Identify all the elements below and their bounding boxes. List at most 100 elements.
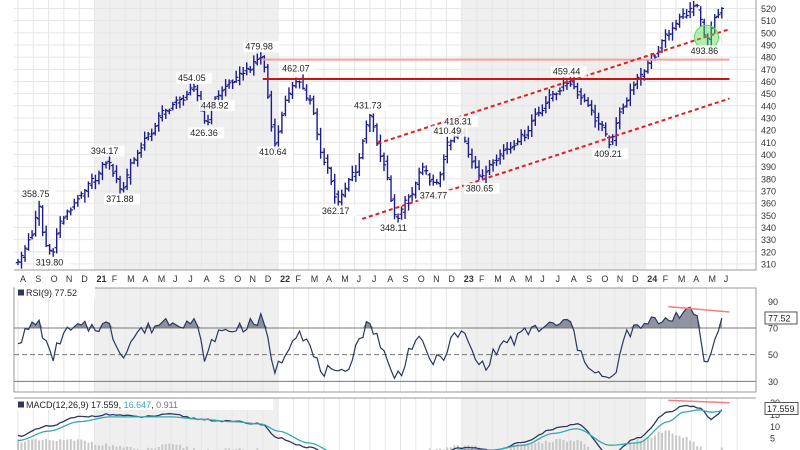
month-tick-label: S [403, 274, 409, 284]
month-tick-label: J [556, 274, 561, 284]
month-tick-label: D [448, 274, 455, 284]
price-annotation: 454.05 [176, 72, 212, 84]
ohlc-bar [181, 94, 186, 106]
ohlc-bar [702, 18, 707, 39]
ohlc-bar [399, 206, 404, 220]
ohlc-bar [568, 76, 573, 87]
price-annotation: 409.21 [592, 148, 629, 160]
annotation-label: 319.80 [36, 258, 64, 268]
ohlc-bar [406, 194, 411, 211]
ohlc-bar [269, 90, 274, 132]
annotation-background [417, 190, 454, 202]
rsi-tick-label: 50 [768, 350, 778, 360]
annotation-background [431, 125, 468, 137]
rsi-legend: RSI(9) 77.52 [26, 288, 77, 298]
ohlc-bar [96, 170, 102, 185]
month-tick-label: D [632, 274, 639, 284]
month-tick-label: S [219, 274, 225, 284]
annotation-label: 371.88 [106, 194, 134, 204]
ohlc-bar [624, 97, 629, 108]
ohlc-bar [617, 107, 622, 130]
year-tick-label: 21 [97, 274, 107, 284]
macd-legend-separator: , [119, 400, 124, 410]
price-annotation: 459.44 [550, 66, 587, 78]
price-tick-label: 390 [761, 162, 776, 172]
price-annotation: 371.88 [104, 193, 140, 205]
annotation-background [442, 116, 479, 128]
ohlc-bar [336, 190, 341, 206]
annotation-background [243, 41, 280, 53]
ohlc-bar [687, 2, 693, 19]
annotation-label: 479.98 [245, 42, 273, 52]
ohlc-bar [631, 81, 637, 95]
month-tick-label: A [693, 274, 699, 284]
macd-tick-label: 10 [770, 422, 780, 432]
ohlc-bar [68, 207, 73, 216]
annotation-label: 358.75 [22, 189, 50, 199]
ohlc-bar [680, 8, 686, 20]
macd-legend-separator: , [151, 400, 156, 410]
month-tick-label: J [724, 274, 729, 284]
ohlc-bar [286, 87, 292, 103]
annotation-label: 462.07 [282, 63, 310, 73]
month-tick-label: O [51, 274, 58, 284]
annotation-label: 454.05 [178, 73, 206, 83]
ohlc-bar [223, 79, 228, 97]
price-annotation: 362.17 [319, 205, 356, 217]
annotation-label: 409.21 [594, 149, 622, 159]
ohlc-bar [497, 149, 503, 165]
month-tick-label: J [357, 274, 362, 284]
ohlc-bar [307, 94, 313, 105]
ohlc-bar [392, 194, 397, 220]
ohlc-bar [103, 161, 109, 169]
price-plot-area [15, 1, 730, 269]
month-tick-label: J [173, 274, 178, 284]
ohlc-bar [716, 8, 721, 19]
annotation-background [188, 127, 225, 139]
month-tick-label: J [372, 274, 377, 284]
ohlc-bar [54, 228, 59, 254]
ohlc-bar [603, 122, 608, 137]
rsi-overbought-fill [18, 307, 722, 328]
price-annotation: 479.98 [243, 41, 280, 53]
month-tick-label: F [112, 274, 118, 284]
ohlc-bar [82, 188, 88, 203]
ohlc-bar [592, 104, 598, 128]
price-tick-label: 430 [761, 113, 776, 123]
price-panel: 310 320 330 340 350 360 370 380 390 400 410 420 430 4… [14, 0, 776, 270]
ohlc-bar [691, 1, 696, 17]
price-tick-label: 320 [761, 247, 776, 257]
ohlc-bar [276, 125, 281, 149]
ohlc-bar [480, 169, 485, 180]
ohlc-bar [248, 66, 253, 73]
ohlc-bar [610, 134, 615, 145]
macd-legend: MACD(12,26,9) 17.559, 16.647, 0.911 [26, 400, 178, 410]
annotation-label: 394.17 [91, 146, 119, 156]
ohlc-bar [33, 210, 38, 237]
price-tick-label: 350 [761, 211, 776, 221]
ohlc-bar [494, 154, 499, 167]
ohlc-bar [233, 70, 239, 83]
macd-plot-area [17, 399, 730, 450]
month-tick-label: M [127, 274, 135, 284]
ohlc-bar [698, 6, 703, 27]
ohlc-bar [585, 97, 591, 107]
price-annotation: 319.80 [33, 257, 70, 268]
month-tick-label: N [433, 274, 440, 284]
month-tick-label: S [35, 274, 41, 284]
price-annotation: 448.92 [199, 99, 235, 111]
ohlc-bar [599, 121, 605, 132]
price-tick-label: 410 [761, 138, 776, 148]
price-annotation: 418.31 [442, 116, 479, 128]
ohlc-bar [75, 194, 81, 207]
month-tick-label: A [387, 274, 393, 284]
ohlc-bar [385, 155, 390, 181]
ohlc-bar [511, 140, 517, 151]
ohlc-bar [29, 230, 35, 240]
annotation-label: 410.64 [259, 147, 287, 157]
ohlc-bar [26, 233, 31, 251]
rsi-frame [13, 287, 757, 393]
annotation-label: 418.31 [444, 117, 472, 127]
ohlc-bar [107, 154, 112, 170]
ohlc-bar [325, 154, 330, 174]
